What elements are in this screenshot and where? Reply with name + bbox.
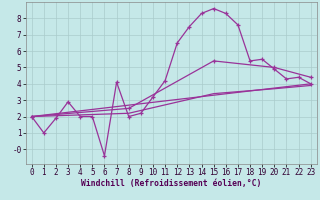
X-axis label: Windchill (Refroidissement éolien,°C): Windchill (Refroidissement éolien,°C) bbox=[81, 179, 261, 188]
